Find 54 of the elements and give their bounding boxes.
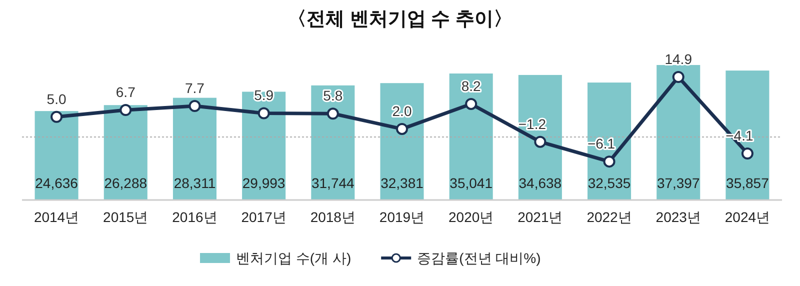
- chart-title: 〈전체 벤처기업 수 추이〉: [288, 9, 512, 30]
- bar: [449, 74, 493, 200]
- x-tick-label: 2016년: [172, 209, 218, 225]
- point: [120, 104, 132, 116]
- bar: [242, 92, 286, 200]
- x-tick-label: 2023년: [656, 209, 701, 225]
- point: [396, 122, 408, 135]
- point: [50, 110, 63, 123]
- data-label: 6.7: [116, 84, 136, 100]
- point: [326, 108, 339, 120]
- data-label: 34,638: [518, 175, 562, 191]
- x-tick-label: 2017년: [241, 209, 286, 225]
- bar: [380, 83, 424, 200]
- data-label: 31,744: [311, 175, 355, 191]
- data-label: 7.7: [184, 80, 205, 96]
- data-label: 5.8: [323, 88, 343, 104]
- bar: [656, 65, 700, 200]
- legend-label: 증감률(전년 대비%): [417, 250, 541, 266]
- point: [603, 156, 616, 168]
- data-label: 35,041: [450, 175, 493, 191]
- bar: [518, 74, 562, 200]
- data-label: 14.9: [664, 51, 692, 67]
- legend-label: 벤처기업 수(개 사): [236, 250, 352, 266]
- data-label: 37,397: [656, 175, 700, 191]
- data-label: −1.2: [518, 116, 546, 132]
- point: [465, 98, 478, 110]
- x-tick-label: 2014년: [34, 209, 80, 225]
- x-tick-label: 2020년: [448, 209, 494, 225]
- point: [672, 71, 684, 83]
- data-label: 26,288: [104, 175, 148, 191]
- data-label: 8.2: [461, 78, 482, 94]
- bar: [726, 70, 770, 200]
- data-label: 32,535: [588, 175, 631, 191]
- x-tick-label: 2015년: [103, 209, 148, 225]
- point: [258, 107, 270, 120]
- data-label: 24,636: [35, 175, 78, 191]
- data-label: 29,993: [242, 175, 286, 191]
- data-label: 5.0: [46, 90, 66, 107]
- point: [188, 100, 201, 112]
- x-tick-label: 2021년: [518, 209, 563, 225]
- x-tick-label: 2018년: [310, 209, 356, 225]
- data-label: 28,311: [174, 175, 216, 191]
- bar: [172, 98, 216, 200]
- bar: [311, 85, 355, 200]
- point: [534, 136, 546, 148]
- data-label: −6.1: [587, 136, 616, 152]
- data-label: 32,381: [380, 175, 424, 191]
- data-label: 35,857: [726, 175, 770, 191]
- data-label: 5.9: [254, 87, 274, 104]
- data-label: 2.0: [392, 102, 412, 119]
- point: [741, 148, 754, 160]
- x-tick-label: 2019년: [379, 209, 425, 225]
- x-tick-label: 2022년: [586, 209, 632, 225]
- x-tick-label: 2024년: [724, 209, 770, 225]
